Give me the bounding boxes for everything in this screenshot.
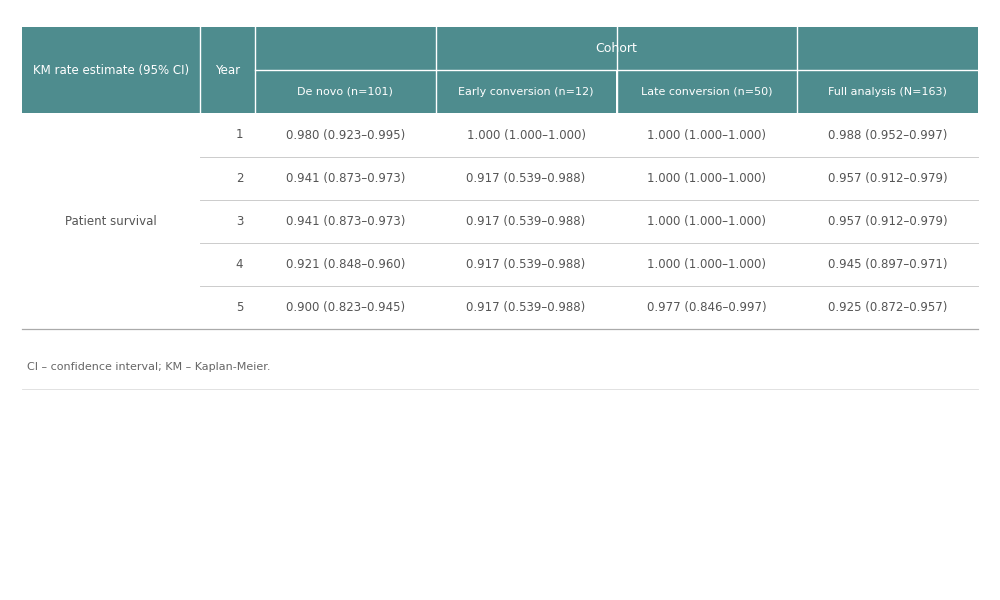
Text: 0.941 (0.873–0.973): 0.941 (0.873–0.973) bbox=[286, 215, 405, 228]
Text: Early conversion (n=12): Early conversion (n=12) bbox=[458, 87, 594, 97]
Text: 1: 1 bbox=[236, 128, 243, 142]
Text: 0.945 (0.897–0.971): 0.945 (0.897–0.971) bbox=[828, 258, 947, 271]
Text: 1.000 (1.000–1.000): 1.000 (1.000–1.000) bbox=[647, 172, 766, 185]
Text: 0.977 (0.846–0.997): 0.977 (0.846–0.997) bbox=[647, 301, 767, 314]
Text: Patient survival: Patient survival bbox=[65, 215, 157, 228]
Text: Year: Year bbox=[215, 64, 240, 77]
Text: 0.900 (0.823–0.945): 0.900 (0.823–0.945) bbox=[286, 301, 405, 314]
Text: Late conversion (n=50): Late conversion (n=50) bbox=[641, 87, 773, 97]
Text: 1.000 (1.000–1.000): 1.000 (1.000–1.000) bbox=[647, 128, 766, 142]
Text: 4: 4 bbox=[236, 258, 243, 271]
Text: 0.917 (0.539–0.988): 0.917 (0.539–0.988) bbox=[466, 215, 586, 228]
Text: 0.917 (0.539–0.988): 0.917 (0.539–0.988) bbox=[466, 172, 586, 185]
Text: 0.941 (0.873–0.973): 0.941 (0.873–0.973) bbox=[286, 172, 405, 185]
Text: 3: 3 bbox=[236, 215, 243, 228]
Text: CI – confidence interval; KM – Kaplan-Meier.: CI – confidence interval; KM – Kaplan-Me… bbox=[27, 362, 270, 373]
Text: 1.000 (1.000–1.000): 1.000 (1.000–1.000) bbox=[467, 128, 586, 142]
Text: 2: 2 bbox=[236, 172, 243, 185]
Text: De novo (n=101): De novo (n=101) bbox=[297, 87, 393, 97]
Text: KM rate estimate (95% CI): KM rate estimate (95% CI) bbox=[33, 64, 189, 77]
Text: 1.000 (1.000–1.000): 1.000 (1.000–1.000) bbox=[647, 215, 766, 228]
Text: 0.917 (0.539–0.988): 0.917 (0.539–0.988) bbox=[466, 301, 586, 314]
Text: 0.921 (0.848–0.960): 0.921 (0.848–0.960) bbox=[286, 258, 405, 271]
Text: 0.957 (0.912–0.979): 0.957 (0.912–0.979) bbox=[828, 172, 947, 185]
Text: 0.917 (0.539–0.988): 0.917 (0.539–0.988) bbox=[466, 258, 586, 271]
Text: 1.000 (1.000–1.000): 1.000 (1.000–1.000) bbox=[647, 258, 766, 271]
Text: Full analysis (N=163): Full analysis (N=163) bbox=[828, 87, 947, 97]
Text: 0.957 (0.912–0.979): 0.957 (0.912–0.979) bbox=[828, 215, 947, 228]
Text: 0.925 (0.872–0.957): 0.925 (0.872–0.957) bbox=[828, 301, 947, 314]
Text: 0.980 (0.923–0.995): 0.980 (0.923–0.995) bbox=[286, 128, 405, 142]
Text: 0.988 (0.952–0.997): 0.988 (0.952–0.997) bbox=[828, 128, 947, 142]
Text: 5: 5 bbox=[236, 301, 243, 314]
Text: Cohort: Cohort bbox=[596, 42, 637, 55]
